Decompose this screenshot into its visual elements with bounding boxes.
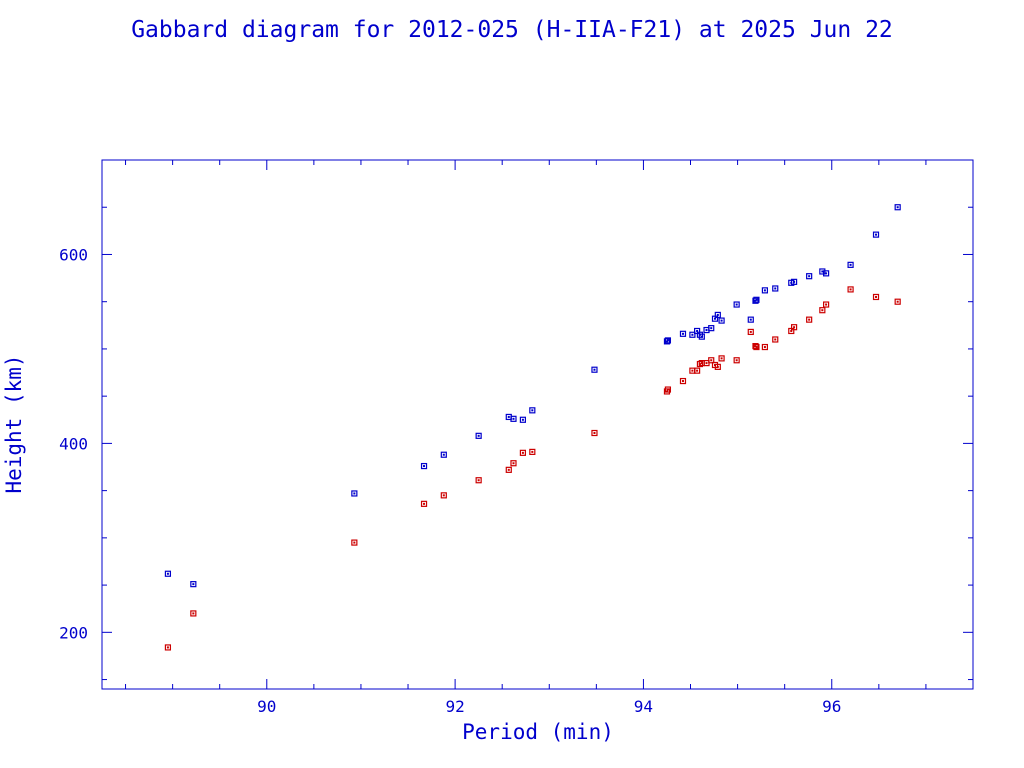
apogee-point	[718, 317, 725, 324]
apogee-point	[529, 407, 536, 414]
perigee-point	[510, 460, 517, 467]
perigee-point	[753, 343, 760, 351]
apogee-point	[164, 570, 172, 577]
perigee-point	[664, 386, 672, 393]
perigee-point	[718, 355, 725, 362]
apogee-point	[475, 432, 482, 439]
x-axis-label: Period (min)	[462, 720, 614, 744]
y-tick-label: 600	[59, 245, 88, 264]
perigee-point	[772, 336, 779, 343]
apogee-point	[823, 270, 830, 277]
apogee-point	[847, 261, 854, 268]
series-perigee	[164, 286, 901, 651]
apogee-point	[708, 325, 715, 332]
perigee-point	[894, 298, 901, 305]
apogee-point	[733, 301, 740, 308]
apogee-point	[519, 416, 527, 423]
apogee-point	[790, 278, 798, 285]
y-axis-label: Height (km)	[2, 354, 26, 493]
perigee-point	[847, 286, 854, 293]
apogee-point	[772, 285, 779, 292]
x-tick-label: 92	[445, 697, 464, 716]
apogee-point	[753, 296, 760, 303]
perigee-point	[164, 644, 172, 651]
perigee-point	[190, 610, 197, 617]
apogee-point	[747, 316, 754, 323]
perigee-point	[694, 367, 701, 374]
apogee-point	[714, 311, 721, 319]
perigee-point	[475, 477, 482, 484]
apogee-point	[190, 581, 197, 588]
apogee-point	[806, 273, 813, 280]
perigee-point	[708, 357, 715, 364]
perigee-point	[440, 492, 447, 499]
perigee-point	[747, 328, 754, 336]
perigee-point	[733, 357, 740, 364]
perigee-point	[679, 377, 687, 385]
apogee-point	[351, 490, 358, 497]
perigee-point	[519, 449, 527, 456]
x-tick-label: 90	[257, 697, 276, 716]
apogee-point	[591, 366, 598, 373]
perigee-point	[591, 429, 598, 437]
perigee-point	[823, 301, 830, 308]
perigee-point	[420, 500, 428, 507]
y-tick-label: 400	[59, 434, 88, 453]
perigee-point	[505, 466, 512, 473]
apogee-point	[696, 331, 704, 338]
perigee-point	[529, 448, 536, 455]
perigee-point	[819, 307, 826, 314]
axis-tick-labels: 90 92 94 96 200 400 600	[59, 245, 841, 716]
series-apogee	[164, 204, 901, 588]
apogee-point	[698, 333, 705, 340]
perigee-point	[761, 343, 769, 351]
perigee-point	[714, 363, 721, 370]
x-tick-label: 94	[634, 697, 653, 716]
apogee-point	[761, 287, 769, 294]
x-tick-label: 96	[822, 697, 841, 716]
apogee-point	[420, 462, 428, 470]
chart-title: Gabbard diagram for 2012-025 (H-IIA-F21)…	[131, 17, 893, 43]
apogee-point	[689, 331, 696, 338]
apogee-point	[664, 337, 672, 344]
apogee-point	[872, 231, 880, 238]
apogee-point	[894, 204, 901, 211]
apogee-point	[819, 268, 826, 275]
perigee-point	[806, 316, 813, 323]
data-points	[164, 204, 901, 651]
apogee-point	[679, 330, 687, 337]
axis-ticks	[102, 159, 974, 689]
perigee-point	[790, 324, 798, 331]
apogee-point	[510, 415, 517, 422]
perigee-point	[872, 293, 880, 301]
plot-frame	[101, 159, 974, 690]
apogee-point	[440, 451, 447, 458]
perigee-point	[351, 539, 358, 546]
y-tick-label: 200	[59, 623, 88, 642]
